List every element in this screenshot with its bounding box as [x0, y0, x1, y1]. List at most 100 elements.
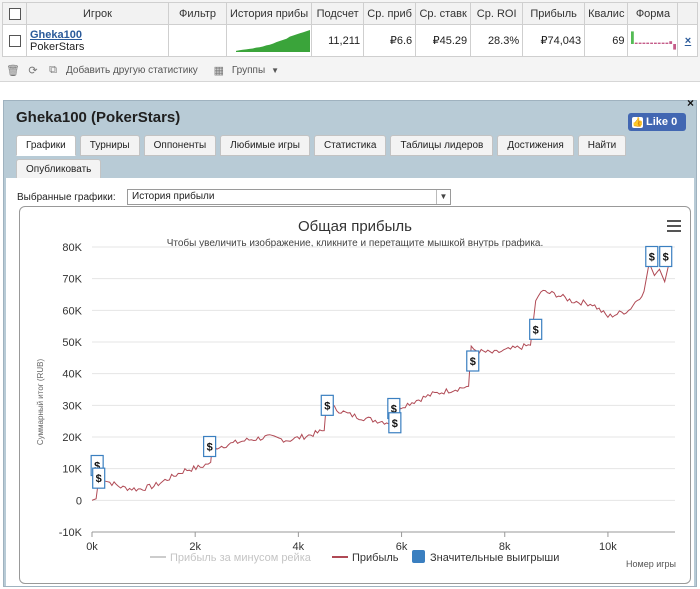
tab-publish[interactable]: Опубликовать — [16, 159, 102, 180]
history-sparkline — [236, 30, 311, 52]
header-avg-stake[interactable]: Ср. ставк — [415, 2, 472, 25]
y-tick-label: -10K — [59, 527, 83, 539]
chart-frame: Общая прибыль Чтобы увеличить изображени… — [19, 206, 691, 584]
y-tick-label: 20K — [62, 432, 82, 444]
avg-profit-cell: ₽6.6 — [363, 24, 417, 57]
player-name-link[interactable]: Gheka100 — [30, 28, 82, 41]
select-all-checkbox-cell[interactable] — [2, 2, 27, 25]
row-checkbox[interactable] — [8, 34, 21, 47]
y-tick-label: 10K — [62, 464, 82, 476]
big-win-marker[interactable]: $ — [645, 245, 659, 268]
count-cell: 11,211 — [311, 24, 365, 57]
form-bar — [642, 42, 646, 44]
header-filter[interactable]: Фильтр — [168, 2, 227, 25]
x-tick-label: 0k — [86, 541, 98, 553]
form-bar — [673, 44, 677, 50]
history-cell — [225, 24, 313, 57]
x-tick-label: 8k — [499, 541, 511, 553]
facebook-thumb-icon: 👍 — [632, 116, 644, 128]
big-win-marker[interactable]: $ — [92, 467, 106, 489]
history-spark-area — [236, 30, 311, 52]
player-site: PokerStars — [30, 40, 85, 53]
remove-icon[interactable]: × — [677, 24, 699, 57]
facebook-like-button[interactable]: 👍 Like 0 — [628, 113, 686, 131]
big-win-marker[interactable]: $ — [388, 412, 402, 434]
form-bar — [650, 42, 654, 44]
select-all-checkbox[interactable] — [8, 7, 21, 20]
header-empty — [677, 2, 699, 25]
tab-find[interactable]: Найти — [577, 135, 627, 156]
profit-cell: ₽74,043 — [522, 24, 586, 57]
close-icon[interactable]: × — [686, 96, 694, 110]
svg-text:$: $ — [649, 252, 655, 264]
tab-favorite-games[interactable]: Любимые игры — [220, 135, 310, 156]
form-bar — [665, 42, 669, 44]
header-avg-profit[interactable]: Ср. приб — [363, 2, 417, 25]
legend-profit-label[interactable]: Прибыль — [352, 552, 399, 564]
big-win-marker[interactable]: $ — [203, 435, 217, 458]
chevron-down-icon[interactable]: ▼ — [436, 190, 450, 204]
menu-icon[interactable] — [667, 220, 681, 232]
player-cell: Gheka100 PokerStars — [26, 24, 169, 57]
refresh-icon[interactable]: ⟳ — [28, 64, 38, 77]
profit-line[interactable] — [91, 259, 671, 501]
form-bar — [669, 41, 673, 44]
tab-statistics[interactable]: Статистика — [313, 135, 387, 156]
tab-content: Выбранные графики: История прибыли ▼ Общ… — [6, 178, 694, 586]
y-tick-label: 0 — [76, 495, 82, 507]
big-win-marker[interactable]: $ — [466, 350, 480, 372]
header-player[interactable]: Игрок — [26, 2, 169, 25]
form-bar — [662, 42, 665, 44]
form-sparkline — [631, 31, 677, 50]
profit-chart[interactable]: Общая прибыль Чтобы увеличить изображени… — [20, 207, 690, 583]
y-tick-label: 70K — [62, 274, 82, 286]
legend-bigwins-swatch — [412, 550, 425, 563]
filter-cell — [168, 24, 227, 57]
stats-section: Игрок Фильтр История прибы Подсчет Ср. п… — [0, 0, 700, 82]
form-bar — [639, 42, 642, 44]
copy-icon[interactable]: ⧉ — [49, 63, 57, 76]
svg-text:$: $ — [470, 356, 476, 368]
form-bar — [646, 42, 650, 44]
avg-roi-cell: 28.3% — [470, 24, 524, 57]
header-count[interactable]: Подсчет — [311, 2, 365, 25]
header-history[interactable]: История прибы — [225, 2, 313, 25]
big-win-marker[interactable]: $ — [659, 245, 673, 268]
chart-subtitle: Чтобы увеличить изображение, кликните и … — [167, 237, 544, 249]
trash-icon[interactable]: 🗑 — [6, 64, 20, 77]
chart-legend: Прибыль за минусом рейка Прибыль Значите… — [150, 550, 559, 564]
svg-text:$: $ — [96, 473, 102, 485]
big-win-marker[interactable]: $ — [320, 394, 334, 416]
tab-tournaments[interactable]: Турниры — [79, 135, 140, 156]
legend-rake-label[interactable]: Прибыль за минусом рейка — [170, 552, 312, 564]
svg-text:$: $ — [533, 324, 539, 336]
tab-achievements[interactable]: Достижения — [497, 135, 574, 156]
svg-text:$: $ — [392, 418, 398, 430]
y-tick-label: 30K — [62, 400, 82, 412]
panel-tabs: Графики Турниры Оппоненты Любимые игры С… — [16, 135, 636, 180]
panel-title: Gheka100 (PokerStars) — [16, 109, 181, 126]
tab-opponents[interactable]: Оппоненты — [143, 135, 217, 156]
row-checkbox-cell[interactable] — [2, 24, 27, 57]
groups-dropdown[interactable]: Группы — [231, 64, 266, 76]
x-tick-label: 10k — [599, 541, 617, 553]
header-avg-roi[interactable]: Ср. ROI — [470, 2, 524, 25]
avg-stake-cell: ₽45.29 — [415, 24, 472, 57]
chevron-down-icon[interactable]: ▼ — [271, 65, 280, 75]
chart-select[interactable]: История прибыли ▼ — [127, 189, 451, 205]
header-profit[interactable]: Прибыль — [522, 2, 586, 25]
add-stats-link[interactable]: Добавить другую статистику — [66, 64, 198, 76]
qual-cell: 69 — [584, 24, 629, 57]
stats-toolbar: 🗑 ⟳ ⧉ Добавить другую статистику ▦ Групп… — [6, 62, 279, 78]
big-win-marker[interactable]: $ — [529, 318, 543, 340]
y-axis-label: Суммарный итог (RUB) — [36, 359, 45, 446]
header-form[interactable]: Форма — [627, 2, 679, 25]
y-tick-label: 80K — [62, 242, 82, 254]
legend-bigwins-label[interactable]: Значительные выигрыши — [430, 552, 559, 564]
header-qual[interactable]: Квалис — [584, 2, 629, 25]
tab-charts[interactable]: Графики — [16, 135, 76, 156]
player-panel: × Gheka100 (PokerStars) 👍 Like 0 Графики… — [3, 96, 697, 587]
form-bar — [654, 42, 658, 44]
tab-leaderboards[interactable]: Таблицы лидеров — [390, 135, 494, 156]
svg-text:$: $ — [663, 252, 669, 264]
